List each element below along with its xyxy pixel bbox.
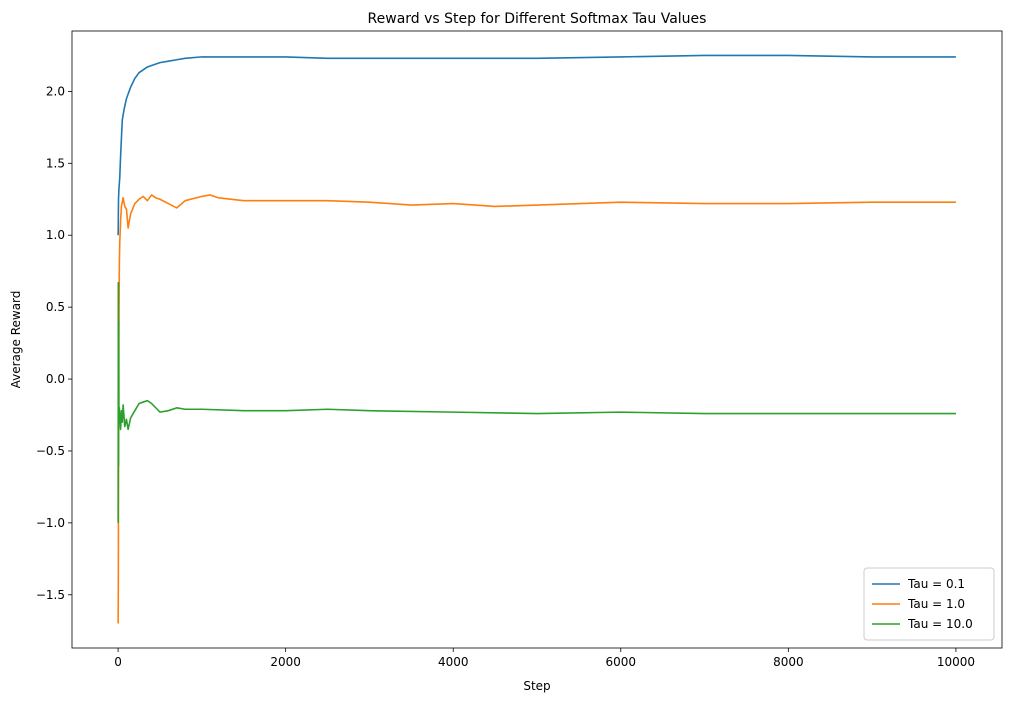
- y-tick-label: −1.5: [36, 588, 65, 602]
- y-tick-label: −1.0: [36, 516, 65, 530]
- y-tick-label: −0.5: [36, 444, 65, 458]
- legend: Tau = 0.1 Tau = 1.0 Tau = 10.0: [863, 567, 995, 641]
- y-tick-label: 0.5: [46, 300, 65, 314]
- y-tick-label: 1.0: [46, 228, 65, 242]
- plot-frame: [71, 30, 1003, 649]
- series-line-2: [117, 194, 956, 624]
- x-tick-label: 8000: [773, 655, 804, 669]
- x-axis-ticks: 0 2000 4000 6000 8000 10000: [114, 648, 975, 669]
- x-tick-label: 6000: [606, 655, 637, 669]
- series-line-1: [117, 54, 956, 236]
- y-axis-ticks: −1.5 −1.0 −0.5 0.0 0.5 1.0 1.5 2.0: [36, 84, 72, 602]
- series-layer: [117, 54, 956, 624]
- legend-entry-label: Tau = 0.1: [907, 577, 965, 591]
- y-tick-label: 0.0: [46, 372, 65, 386]
- y-axis-label: Average Reward: [9, 291, 23, 389]
- x-tick-label: 4000: [438, 655, 469, 669]
- legend-entry-label: Tau = 10.0: [907, 617, 973, 631]
- x-tick-label: 2000: [270, 655, 301, 669]
- x-axis-label: Step: [523, 679, 550, 693]
- x-tick-label: 0: [114, 655, 122, 669]
- y-tick-label: 1.5: [46, 156, 65, 170]
- legend-entry-label: Tau = 1.0: [907, 597, 965, 611]
- chart-title: Reward vs Step for Different Softmax Tau…: [368, 11, 707, 27]
- x-tick-label: 10000: [937, 655, 975, 669]
- axes-frame: [71, 30, 1003, 649]
- y-tick-label: 2.0: [46, 84, 65, 98]
- series-line-3: [117, 281, 956, 523]
- legend-box: [863, 567, 995, 641]
